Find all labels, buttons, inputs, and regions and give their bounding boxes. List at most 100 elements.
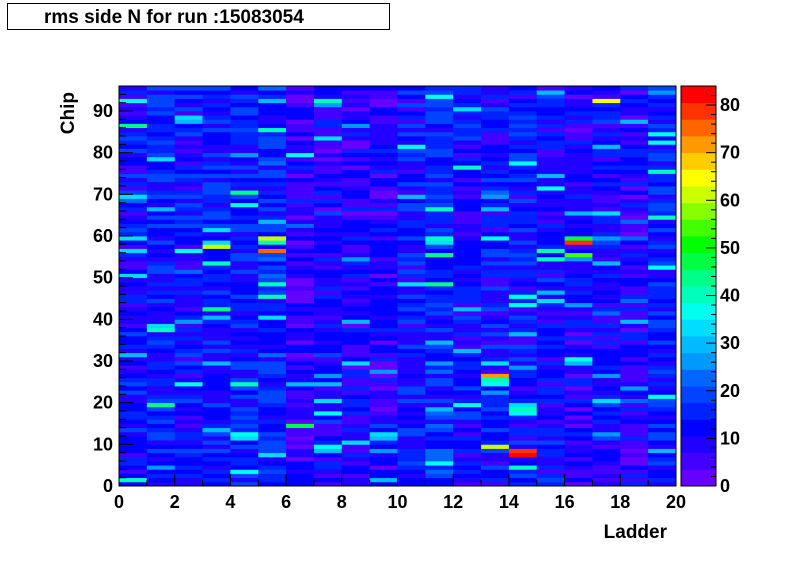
heatmap-cell <box>119 261 148 266</box>
heatmap-cell <box>536 452 565 458</box>
heatmap-cell <box>620 211 649 216</box>
z-tick-label: 60 <box>720 190 740 210</box>
chart-title: rms side N for run :15083054 <box>44 7 304 28</box>
heatmap-cell <box>508 369 538 374</box>
heatmap-cell <box>258 402 287 408</box>
heatmap-cell <box>313 165 343 170</box>
heatmap-cell <box>620 481 649 487</box>
heatmap-cell <box>202 140 231 145</box>
heatmap-cell <box>258 386 287 391</box>
heatmap-cell <box>286 211 315 216</box>
heatmap-cell <box>313 365 343 370</box>
heatmap-cell <box>230 244 259 249</box>
heatmap-cell <box>397 373 426 379</box>
heatmap-cell <box>536 219 565 224</box>
heatmap-cell <box>481 194 510 199</box>
heatmap-cell <box>369 477 398 483</box>
heatmap-cell <box>146 311 176 316</box>
heatmap-cell <box>508 365 538 370</box>
heatmap-cell <box>536 115 565 120</box>
heatmap-cell <box>258 186 287 191</box>
heatmap-cell <box>230 423 259 429</box>
heatmap-cell <box>119 365 148 370</box>
heatmap-cell <box>453 198 482 204</box>
heatmap-cell <box>508 373 538 379</box>
heatmap-cell <box>648 165 677 170</box>
heatmap-cell <box>592 186 621 191</box>
heatmap-cell <box>620 344 649 349</box>
heatmap-cell <box>286 390 315 395</box>
heatmap-cell <box>341 448 371 454</box>
heatmap-cell <box>508 340 538 345</box>
heatmap-cell <box>564 194 593 199</box>
heatmap-cell <box>481 152 510 158</box>
heatmap-cell <box>230 461 259 466</box>
heatmap-cell <box>230 123 259 129</box>
heatmap-cell <box>369 356 398 362</box>
heatmap-cell <box>453 86 482 91</box>
heatmap-cell <box>313 265 343 270</box>
heatmap-cell <box>202 227 231 233</box>
heatmap-cell <box>369 169 398 174</box>
heatmap-cell <box>313 411 343 416</box>
heatmap-cell <box>564 265 593 270</box>
heatmap-cell <box>508 98 538 104</box>
heatmap-cell <box>397 202 426 208</box>
heatmap-cell <box>174 465 203 470</box>
heatmap-cell <box>592 106 621 112</box>
heatmap-cell <box>564 227 593 233</box>
heatmap-cell <box>286 194 315 199</box>
heatmap-cell <box>453 236 482 241</box>
heatmap-cell <box>286 286 315 291</box>
heatmap-cell <box>592 423 621 429</box>
heatmap-cell <box>286 277 315 283</box>
heatmap-cell <box>481 131 510 137</box>
heatmap-cell <box>174 477 203 483</box>
heatmap-cell <box>481 127 510 133</box>
heatmap-cell <box>648 86 677 91</box>
heatmap-cell <box>536 315 565 320</box>
heatmap-cell <box>508 265 538 270</box>
heatmap-cell <box>564 336 593 341</box>
palette-swatch <box>681 269 716 287</box>
heatmap-cell <box>620 215 649 220</box>
heatmap-cell <box>648 148 677 154</box>
heatmap-cell <box>174 315 203 320</box>
heatmap-cell <box>592 398 621 404</box>
heatmap-cell <box>564 294 593 299</box>
heatmap-cell <box>536 286 565 291</box>
heatmap-cell <box>564 381 593 387</box>
heatmap-cell <box>230 398 259 404</box>
heatmap-cell <box>508 290 538 295</box>
heatmap-cell <box>174 165 203 170</box>
heatmap-cell <box>174 365 203 370</box>
heatmap-cell <box>453 440 482 445</box>
heatmap-cell <box>286 481 315 487</box>
heatmap-cell <box>119 173 148 179</box>
heatmap-cell <box>508 190 538 195</box>
heatmap-cell <box>202 194 231 199</box>
heatmap-cell <box>258 273 287 279</box>
heatmap-cell <box>174 131 203 137</box>
heatmap-cell <box>481 219 510 224</box>
heatmap-cell <box>258 119 287 124</box>
heatmap-cell <box>146 373 176 379</box>
heatmap-cell <box>258 294 287 299</box>
heatmap-cell <box>481 102 510 108</box>
heatmap-cell <box>341 148 371 154</box>
heatmap-cell <box>425 206 454 212</box>
heatmap-cell <box>564 423 593 429</box>
heatmap-cell <box>230 156 259 162</box>
heatmap-cell <box>369 377 398 383</box>
heatmap-cell <box>592 136 621 141</box>
heatmap-cell <box>592 369 621 374</box>
heatmap-cell <box>258 123 287 129</box>
heatmap-cell <box>620 198 649 204</box>
heatmap-cell <box>648 256 677 262</box>
heatmap-cell <box>425 440 454 445</box>
heatmap-cell <box>258 327 287 333</box>
heatmap-cell <box>174 427 203 433</box>
heatmap-cell <box>592 123 621 129</box>
heatmap-cell <box>536 198 565 204</box>
heatmap-cell <box>481 331 510 337</box>
